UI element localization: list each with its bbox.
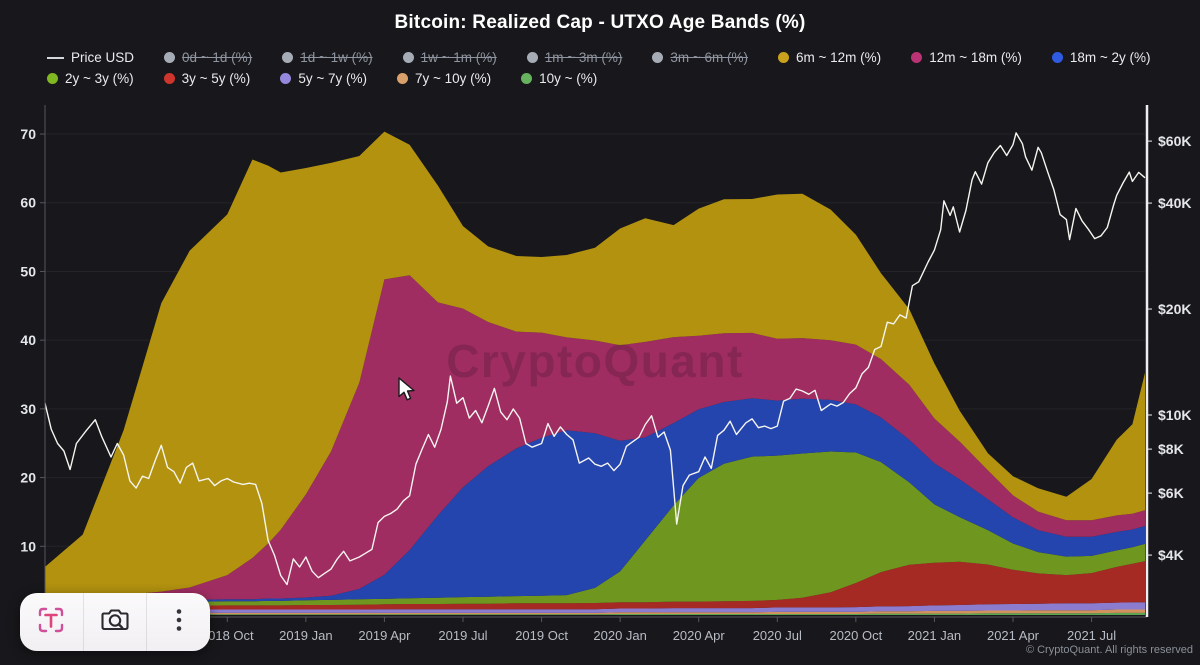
legend-label: 0d ~ 1d (%) bbox=[182, 50, 253, 65]
legend-label: 12m ~ 18m (%) bbox=[929, 50, 1022, 65]
left-axis-label: 30 bbox=[20, 401, 36, 417]
legend-swatch bbox=[47, 56, 64, 59]
legend-label: 1m ~ 3m (%) bbox=[544, 50, 623, 65]
area-band-6m-12m bbox=[45, 131, 1145, 598]
chart-legend: Price USD 0d ~ 1d (%) 1d ~ 1w (%) 1w ~ 1m (… bbox=[47, 50, 1170, 92]
legend-item-1m-3m[interactable]: 1m ~ 3m (%) bbox=[526, 50, 623, 65]
legend-label: 6m ~ 12m (%) bbox=[796, 50, 882, 65]
legend-swatch bbox=[47, 73, 58, 84]
legend-label: Price USD bbox=[71, 50, 135, 65]
camera-search-button[interactable] bbox=[82, 593, 147, 651]
legend-item-price-usd[interactable]: Price USD bbox=[47, 50, 134, 65]
area-band-3y-5y bbox=[45, 561, 1145, 610]
legend-label: 5y ~ 7y (%) bbox=[298, 71, 367, 86]
x-axis-label: 2020 Jul bbox=[753, 628, 802, 643]
left-axis-label: 40 bbox=[20, 332, 36, 348]
x-axis-label: 2018 Oct bbox=[201, 628, 254, 643]
area-band-5y-7y bbox=[45, 602, 1145, 613]
left-axis-label: 50 bbox=[20, 263, 36, 279]
legend-label: 1w ~ 1m (%) bbox=[420, 50, 497, 65]
legend-label: 1d ~ 1w (%) bbox=[300, 50, 373, 65]
legend-item-2y-3y[interactable]: 2y ~ 3y (%) bbox=[47, 71, 134, 86]
watermark: CryptoQuant bbox=[446, 335, 744, 387]
text-capture-icon bbox=[35, 604, 67, 641]
chart-title: Bitcoin: Realized Cap - UTXO Age Bands (… bbox=[394, 12, 806, 33]
legend-swatch bbox=[778, 52, 790, 63]
legend-swatch bbox=[280, 73, 292, 84]
more-options-button[interactable] bbox=[146, 593, 210, 651]
camera-search-icon bbox=[98, 603, 132, 642]
legend-label: 2y ~ 3y (%) bbox=[65, 71, 134, 86]
legend-swatch bbox=[526, 52, 538, 63]
area-band-12m-18m bbox=[45, 275, 1145, 602]
legend-item-3y-5y[interactable]: 3y ~ 5y (%) bbox=[163, 71, 251, 86]
area-band-18m-2y bbox=[45, 398, 1145, 604]
legend-label: 3y ~ 5y (%) bbox=[181, 71, 251, 86]
left-axis-label: 10 bbox=[20, 538, 36, 554]
text-capture-button[interactable] bbox=[20, 593, 83, 651]
floating-toolbar bbox=[20, 593, 210, 651]
legend-swatch bbox=[396, 73, 408, 84]
legend-item-1d-1w[interactable]: 1d ~ 1w (%) bbox=[282, 50, 373, 65]
right-axis-label: $20K bbox=[1158, 301, 1191, 317]
x-axis-label: 2020 Apr bbox=[673, 628, 726, 643]
legend-item-6m-12m[interactable]: 6m ~ 12m (%) bbox=[778, 50, 881, 65]
area-band-2y-3y bbox=[45, 451, 1145, 607]
legend-swatch bbox=[164, 52, 176, 63]
right-axis-label: $6K bbox=[1158, 485, 1184, 501]
x-axis-label: 2019 Jul bbox=[438, 628, 487, 643]
legend-label: 18m ~ 2y (%) bbox=[1069, 50, 1151, 65]
area-band-10y bbox=[45, 612, 1145, 615]
x-axis-label: 2021 Apr bbox=[987, 628, 1040, 643]
right-axis-label: $10K bbox=[1158, 407, 1191, 423]
legend-swatch bbox=[652, 52, 664, 63]
legend-item-10y[interactable]: 10y ~ (%) bbox=[521, 71, 597, 86]
legend-item-0d-1d[interactable]: 0d ~ 1d (%) bbox=[164, 50, 252, 65]
x-axis-label: 2019 Jan bbox=[279, 628, 333, 643]
area-band-7y-10y bbox=[45, 609, 1145, 615]
right-axis-label: $4K bbox=[1158, 547, 1184, 563]
legend-item-18m-2y[interactable]: 18m ~ 2y (%) bbox=[1051, 50, 1151, 65]
left-axis-label: 70 bbox=[20, 126, 36, 142]
right-axis-label: $8K bbox=[1158, 441, 1184, 457]
legend-item-3m-6m[interactable]: 3m ~ 6m (%) bbox=[652, 50, 748, 65]
x-axis-label: 2021 Jul bbox=[1067, 628, 1116, 643]
legend-item-12m-18m[interactable]: 12m ~ 18m (%) bbox=[911, 50, 1022, 65]
legend-item-7y-10y[interactable]: 7y ~ 10y (%) bbox=[396, 71, 492, 86]
legend-swatch bbox=[1051, 52, 1063, 63]
legend-label: 3m ~ 6m (%) bbox=[670, 50, 749, 65]
legend-item-5y-7y[interactable]: 5y ~ 7y (%) bbox=[280, 71, 367, 86]
legend-swatch bbox=[282, 52, 294, 63]
left-axis-label: 60 bbox=[20, 195, 36, 211]
x-axis-label: 2019 Oct bbox=[515, 628, 568, 643]
copyright-notice: © CryptoQuant. All rights reserved bbox=[1025, 644, 1193, 656]
legend-label: 10y ~ (%) bbox=[539, 71, 598, 86]
legend-swatch bbox=[911, 52, 923, 63]
left-axis-label: 20 bbox=[20, 470, 36, 486]
price-usd-line bbox=[44, 132, 1146, 586]
right-axis-label: $60K bbox=[1158, 133, 1191, 149]
legend-swatch bbox=[402, 52, 414, 63]
kebab-menu-icon bbox=[163, 604, 195, 641]
legend-item-1w-1m[interactable]: 1w ~ 1m (%) bbox=[402, 50, 497, 65]
legend-label: 7y ~ 10y (%) bbox=[414, 71, 492, 86]
x-axis-label: 2019 Apr bbox=[358, 628, 411, 643]
right-axis-label: $40K bbox=[1158, 195, 1191, 211]
legend-swatch bbox=[521, 73, 533, 84]
x-axis-label: 2020 Oct bbox=[829, 628, 882, 643]
legend-swatch bbox=[163, 73, 175, 84]
x-axis-label: 2021 Jan bbox=[908, 628, 962, 643]
x-axis-label: 2020 Jan bbox=[593, 628, 647, 643]
